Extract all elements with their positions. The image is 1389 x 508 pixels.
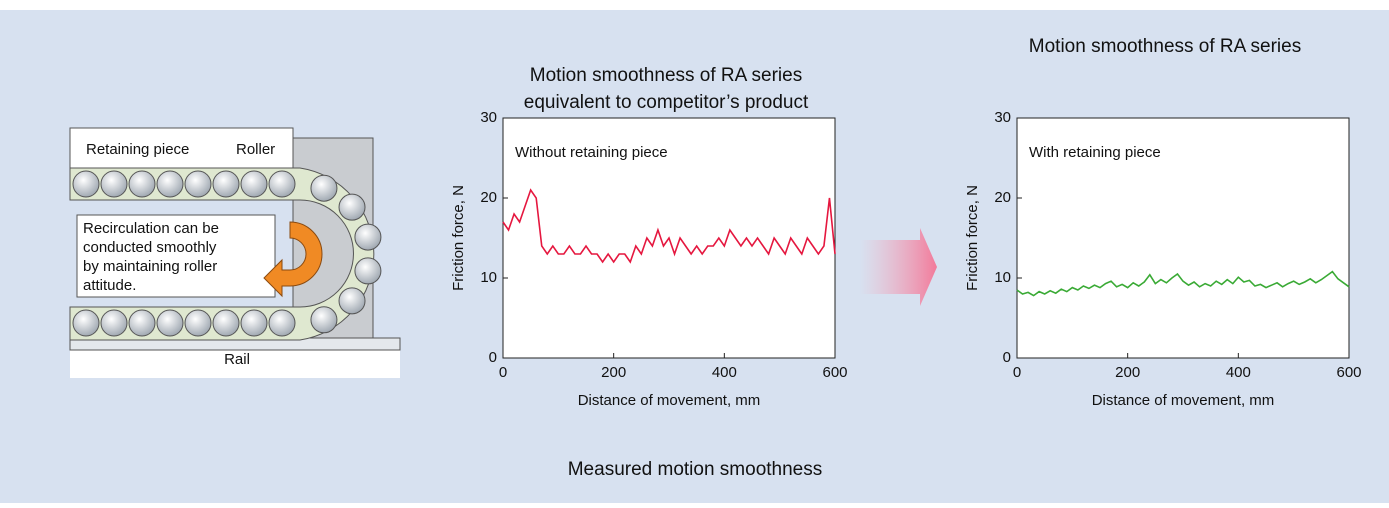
roller [184, 309, 212, 337]
x-tick-label: 200 [601, 364, 626, 381]
plot-area [1016, 117, 1350, 359]
x-axis-label: Distance of movement, mm [578, 392, 761, 409]
x-tick-label: 0 [499, 364, 507, 381]
chart-title: equivalent to competitor’s product [524, 92, 809, 113]
note: conducted smoothly [83, 239, 217, 256]
roller [72, 170, 100, 198]
x-tick-label: 600 [822, 364, 847, 381]
roller [100, 309, 128, 337]
annotation: Without retaining piece [515, 144, 668, 161]
roller [100, 170, 128, 198]
roller [310, 306, 338, 334]
roller [156, 309, 184, 337]
roller [212, 309, 240, 337]
y-axis-label: Friction force, N [964, 185, 981, 291]
roller [240, 309, 268, 337]
note-box [76, 214, 276, 298]
roller [354, 223, 382, 251]
rollers [72, 170, 382, 337]
roller [338, 287, 366, 315]
roller [310, 174, 338, 202]
roller [240, 170, 268, 198]
label: Roller [236, 141, 275, 158]
chart-title: Motion smoothness of RA series [530, 65, 802, 86]
y-tick-label: 0 [1003, 349, 1011, 366]
roller [268, 170, 296, 198]
line [1016, 270, 1350, 297]
roller [212, 170, 240, 198]
caption: Measured motion smoothness [568, 459, 823, 480]
note: Recirculation can be [83, 220, 219, 237]
roller [338, 193, 366, 221]
x-tick-label: 200 [1115, 364, 1140, 381]
y-axis-label: Friction force, N [450, 185, 467, 291]
y-tick-label: 30 [994, 109, 1011, 126]
y-tick-label: 10 [994, 269, 1011, 286]
chart-title: Motion smoothness of RA series [1029, 36, 1301, 57]
roller [354, 257, 382, 285]
label: Retaining piece [86, 141, 189, 158]
x-tick-label: 600 [1336, 364, 1361, 381]
arrow [860, 228, 937, 306]
roller [156, 170, 184, 198]
roller [184, 170, 212, 198]
x-axis-label: Distance of movement, mm [1092, 392, 1275, 409]
annotation: With retaining piece [1029, 144, 1161, 161]
x-tick-label: 400 [1226, 364, 1251, 381]
x-tick-label: 400 [712, 364, 737, 381]
label: Rail [224, 351, 250, 368]
y-tick-label: 30 [480, 109, 497, 126]
x-tick-label: 0 [1013, 364, 1021, 381]
roller [128, 170, 156, 198]
y-tick-label: 20 [480, 189, 497, 206]
roller [72, 309, 100, 337]
roller [128, 309, 156, 337]
note: by maintaining roller [83, 258, 217, 275]
y-tick-label: 10 [480, 269, 497, 286]
y-tick-label: 0 [489, 349, 497, 366]
recirculation-arrow [263, 221, 323, 298]
diagram: Retaining piece Roller Rail Recirculatio… [69, 127, 401, 378]
note: attitude. [83, 277, 136, 294]
line [502, 188, 836, 264]
roller [268, 309, 296, 337]
y-tick-label: 20 [994, 189, 1011, 206]
